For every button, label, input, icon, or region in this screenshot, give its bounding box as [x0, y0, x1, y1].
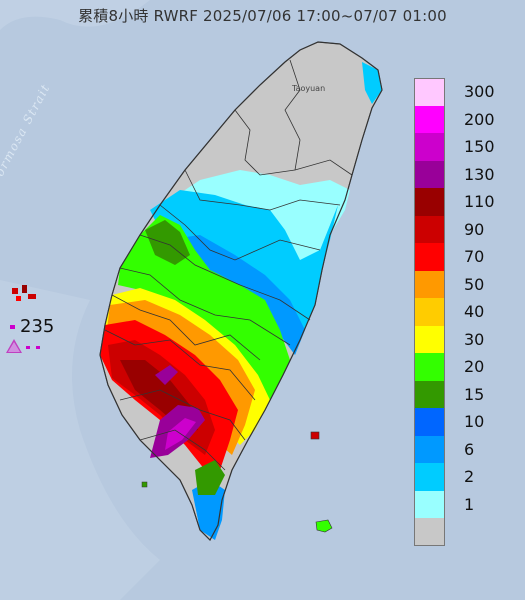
legend-swatch	[414, 463, 445, 491]
legend-row: 15	[412, 380, 506, 408]
legend-row	[412, 518, 506, 546]
rain-zone-130mm-inland	[155, 365, 178, 385]
max-triangle-icon	[6, 339, 22, 353]
legend-label: 70	[464, 247, 485, 266]
legend-row: 30	[412, 325, 506, 353]
legend-label: 6	[464, 439, 475, 459]
legend-row: 50	[412, 270, 506, 298]
county-boundaries	[104, 59, 353, 471]
legend-label: 90	[464, 219, 485, 239]
legend-row: 20	[412, 353, 506, 381]
legend-swatch	[414, 298, 445, 326]
legend-row: 6	[412, 435, 506, 463]
xiaoliuqiu-island	[141, 481, 148, 488]
legend-row: 300	[412, 78, 506, 106]
rain-zone-northeast	[362, 62, 382, 104]
rain-zone-south-tip-green	[195, 460, 225, 495]
legend-row: 110	[412, 188, 506, 216]
legend-swatch	[414, 188, 445, 216]
orchid-island	[315, 519, 333, 533]
legend-label: 10	[464, 412, 485, 431]
rain-zone-15mm	[145, 220, 190, 265]
legend-row: 130	[412, 160, 506, 188]
legend-label: 110	[464, 192, 495, 211]
legend-swatch	[414, 518, 445, 546]
legend-swatch	[414, 160, 445, 188]
legend-swatch	[414, 380, 445, 408]
legend-swatch	[414, 325, 445, 353]
legend-swatch	[414, 133, 445, 161]
legend-row: 2	[412, 463, 506, 491]
legend-row: 150	[412, 133, 506, 161]
legend-label: 40	[464, 302, 485, 321]
legend-swatch	[414, 490, 445, 518]
green-island	[310, 431, 320, 440]
legend-swatch	[414, 78, 445, 106]
color-legend: 300 200 150 130 110 90 70 50 40 30 20 15 10 6 2 1	[412, 78, 506, 546]
taiwan-coastline	[99, 41, 383, 541]
legend-label: 30	[464, 329, 485, 349]
legend-label: 130	[464, 164, 495, 184]
legend-label: 150	[464, 137, 495, 156]
sea-shelf	[0, 280, 160, 600]
legend-label: 50	[464, 274, 485, 294]
legend-row: 200	[412, 105, 506, 133]
legend-swatch	[414, 435, 445, 463]
legend-label: 200	[464, 109, 495, 129]
legend-swatch	[414, 105, 445, 133]
city-label: Taoyuan	[292, 84, 326, 93]
legend-swatch	[414, 243, 445, 271]
legend-row: 40	[412, 298, 506, 326]
legend-row: 10	[412, 408, 506, 436]
sea-shelf-north	[0, 0, 150, 30]
legend-label: 300	[464, 82, 495, 101]
legend-row: 90	[412, 215, 506, 243]
penghu-islands	[10, 285, 40, 349]
legend-swatch	[414, 353, 445, 381]
legend-label: 20	[464, 357, 485, 376]
legend-swatch	[414, 215, 445, 243]
map-title: 累積8小時 RWRF 2025/07/06 17:00~07/07 01:00	[78, 7, 447, 25]
legend-row: 70	[412, 243, 506, 271]
legend-label: 2	[464, 467, 475, 486]
legend-swatch	[414, 270, 445, 298]
max-value-label: 235	[20, 316, 55, 337]
legend-label: 1	[464, 494, 475, 514]
legend-swatch	[414, 408, 445, 436]
legend-row: 1	[412, 490, 506, 518]
legend-label: 15	[464, 384, 485, 404]
